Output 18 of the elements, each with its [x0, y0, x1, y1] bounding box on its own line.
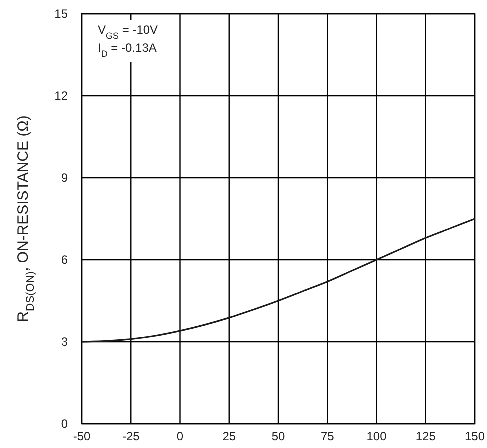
x-tick-label: 0 — [176, 430, 184, 444]
y-tick-label: 3 — [61, 334, 68, 349]
x-tick-label: 25 — [222, 430, 236, 444]
x-tick-label: 150 — [464, 430, 486, 444]
y-tick-label: 0 — [61, 416, 68, 431]
x-tick-label: 100 — [366, 430, 388, 444]
y-tick-label: 9 — [61, 170, 68, 185]
y-tick-label: 12 — [54, 88, 68, 103]
x-tick-label: 50 — [272, 430, 286, 444]
x-tick-label: -25 — [122, 430, 140, 444]
y-tick-label: 15 — [54, 6, 68, 21]
annotation: V$_{GS}$ = -10V — [98, 23, 158, 41]
annotation: I$_{D}$ = -0.13A — [98, 41, 157, 59]
x-tick-label: 75 — [320, 430, 335, 444]
line-series — [81, 218, 476, 343]
x-tick-label: -50 — [73, 430, 91, 444]
x-tick-label: 125 — [416, 430, 436, 444]
y-tick-label: 6 — [61, 252, 68, 267]
